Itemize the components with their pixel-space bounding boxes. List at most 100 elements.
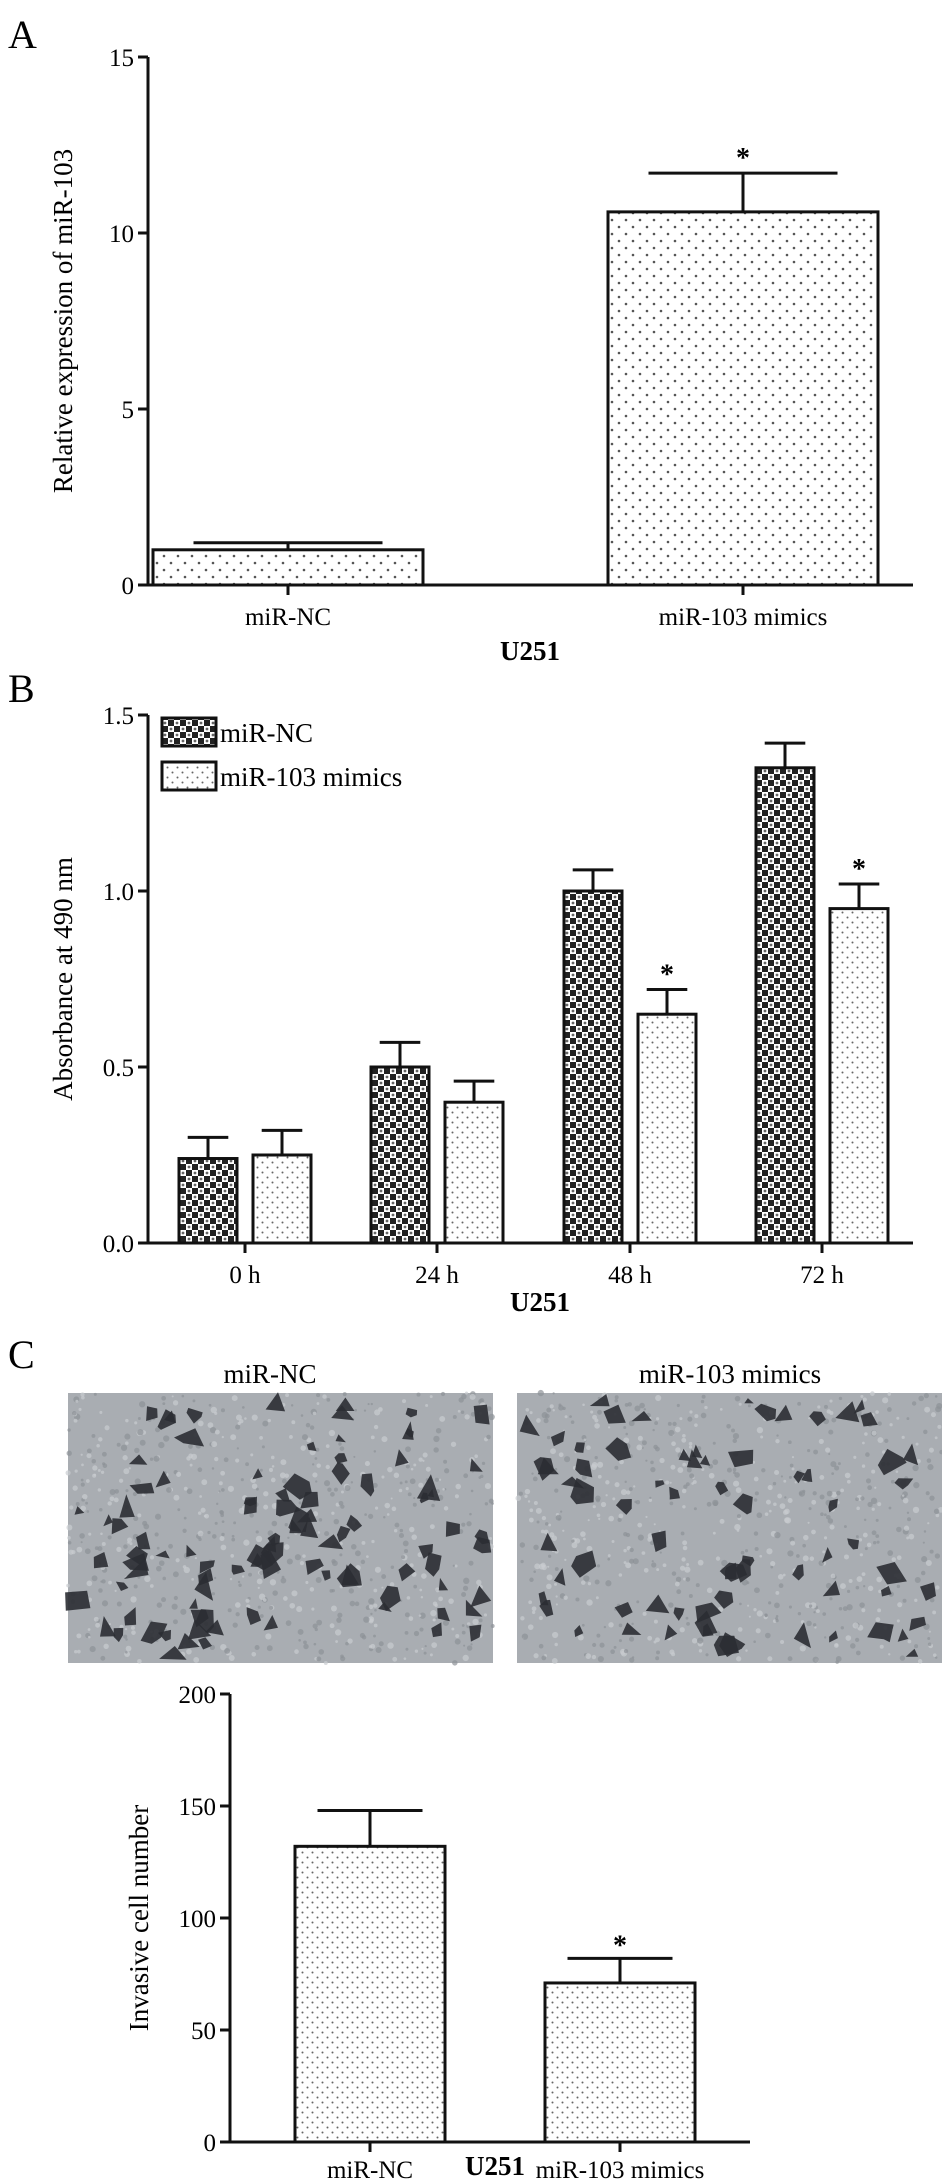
speckle xyxy=(220,1643,227,1651)
speckle xyxy=(378,1641,384,1647)
speckle xyxy=(97,1469,101,1472)
invaded-cell xyxy=(380,1585,401,1612)
invaded-cell xyxy=(605,1437,632,1461)
speckle xyxy=(393,1528,398,1533)
speckle xyxy=(536,1418,541,1423)
speckle xyxy=(927,1642,932,1647)
speckle xyxy=(787,1550,794,1557)
speckle xyxy=(555,1595,558,1598)
speckle xyxy=(844,1472,851,1479)
speckle xyxy=(347,1638,353,1644)
speckle xyxy=(819,1494,825,1500)
invaded-cell xyxy=(793,1622,811,1649)
speckle xyxy=(808,1507,812,1511)
speckle xyxy=(176,1471,182,1477)
speckle xyxy=(875,1534,880,1538)
invaded-cell xyxy=(465,1599,483,1617)
speckle xyxy=(835,1656,842,1662)
speckle xyxy=(263,1504,269,1510)
invaded-cell xyxy=(669,1486,680,1500)
speckle xyxy=(934,1553,941,1559)
speckle xyxy=(381,1436,388,1443)
speckle xyxy=(592,1505,596,1509)
speckle xyxy=(316,1393,321,1398)
speckle xyxy=(188,1444,193,1449)
speckle xyxy=(803,1534,809,1541)
speckle xyxy=(435,1427,442,1434)
invaded-cell xyxy=(678,1448,691,1462)
speckle xyxy=(654,1421,659,1425)
speckle xyxy=(125,1418,129,1423)
speckle xyxy=(488,1413,495,1421)
speckle xyxy=(374,1506,379,1510)
speckle xyxy=(863,1518,867,1522)
speckle xyxy=(161,1395,166,1401)
speckle xyxy=(470,1643,473,1646)
speckle xyxy=(76,1633,82,1639)
invaded-cell xyxy=(603,1404,626,1424)
speckle xyxy=(544,1522,549,1526)
speckle xyxy=(583,1575,590,1582)
speckle xyxy=(681,1488,687,1494)
speckle xyxy=(735,1487,742,1493)
speckle xyxy=(594,1418,599,1423)
speckle xyxy=(614,1398,619,1403)
speckle xyxy=(478,1618,483,1623)
speckle xyxy=(907,1639,912,1644)
speckle xyxy=(618,1623,623,1628)
invaded-cell xyxy=(331,1405,355,1421)
speckle xyxy=(312,1623,318,1629)
speckle xyxy=(271,1465,275,1468)
speckle xyxy=(861,1464,866,1468)
x-tick-label: miR-NC xyxy=(245,604,331,631)
speckle xyxy=(435,1587,440,1593)
x-tick-label: 0 h xyxy=(229,1262,261,1289)
speckle xyxy=(653,1523,656,1526)
speckle xyxy=(681,1557,686,1562)
speckle xyxy=(79,1533,85,1539)
y-tick-label: 5 xyxy=(122,397,135,424)
speckle xyxy=(194,1556,197,1560)
speckle xyxy=(154,1513,162,1520)
speckle xyxy=(596,1633,601,1638)
speckle xyxy=(373,1450,377,1453)
speckle xyxy=(156,1546,160,1550)
speckle xyxy=(406,1596,411,1600)
speckle xyxy=(591,1461,598,1468)
speckle xyxy=(592,1642,597,1648)
speckle xyxy=(529,1411,533,1415)
speckle xyxy=(234,1602,241,1608)
speckle xyxy=(934,1436,938,1440)
speckle xyxy=(612,1497,616,1501)
speckle xyxy=(289,1602,296,1609)
speckle xyxy=(404,1480,408,1484)
speckle xyxy=(928,1630,931,1633)
speckle xyxy=(563,1595,568,1600)
speckle xyxy=(370,1612,373,1616)
speckle xyxy=(611,1540,615,1544)
speckle xyxy=(351,1544,357,1550)
speckle xyxy=(800,1620,805,1624)
invaded-cell xyxy=(398,1563,416,1582)
speckle xyxy=(790,1540,796,1546)
speckle xyxy=(298,1639,301,1642)
speckle xyxy=(419,1588,423,1592)
speckle xyxy=(315,1447,320,1452)
speckle xyxy=(468,1560,474,1566)
speckle xyxy=(158,1441,165,1449)
speckle xyxy=(864,1547,868,1551)
speckle xyxy=(665,1480,670,1485)
speckle xyxy=(903,1525,910,1531)
speckle xyxy=(737,1627,743,1632)
invaded-cell xyxy=(267,1532,281,1547)
speckle xyxy=(189,1463,193,1467)
speckle xyxy=(404,1630,409,1635)
speckle xyxy=(694,1414,699,1419)
invaded-cell xyxy=(550,1430,565,1447)
invaded-cell xyxy=(146,1406,158,1421)
invaded-cell xyxy=(561,1476,585,1489)
speckle xyxy=(208,1403,212,1407)
speckle xyxy=(384,1502,391,1509)
speckle xyxy=(914,1577,921,1584)
speckle xyxy=(349,1600,356,1607)
